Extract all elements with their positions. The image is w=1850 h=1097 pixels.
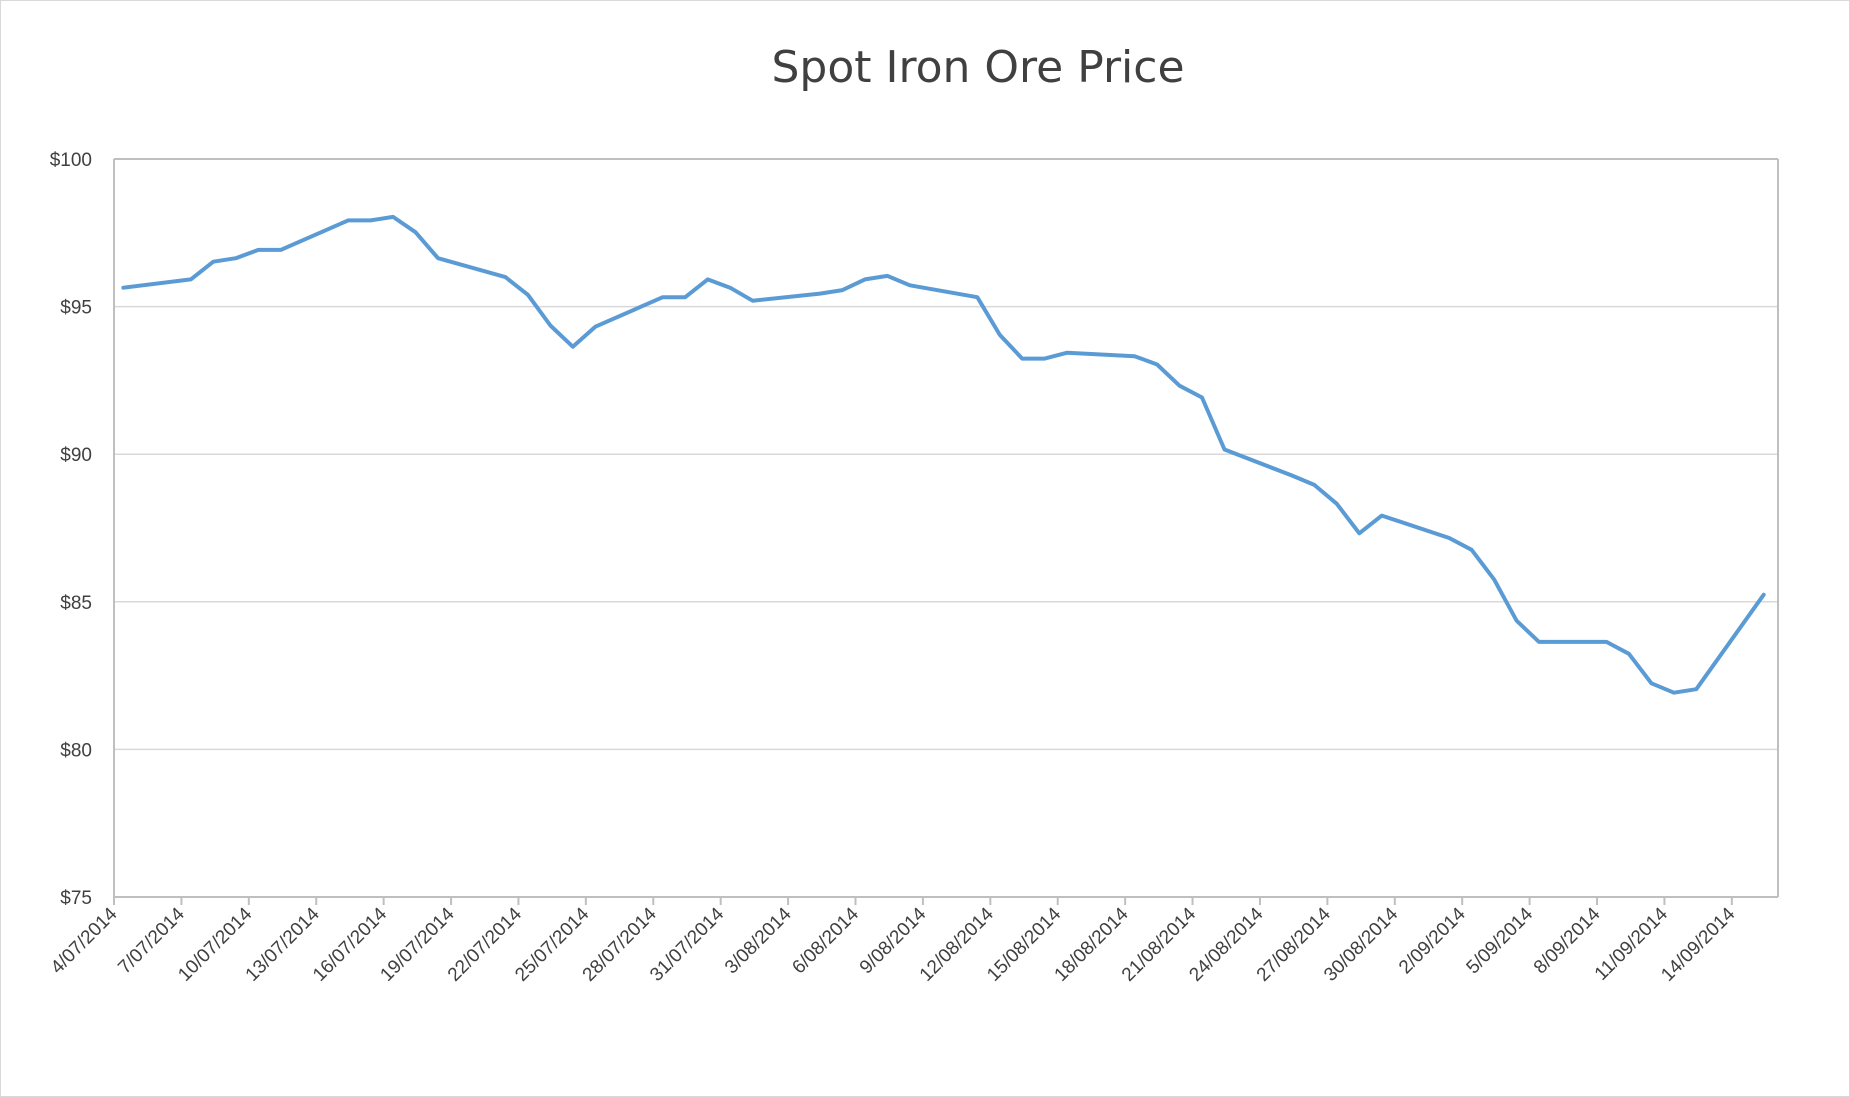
x-tick-label: 2/09/2014	[1395, 903, 1470, 978]
x-tick-label: 30/08/2014	[1320, 903, 1402, 985]
x-tick-label: 5/09/2014	[1463, 903, 1538, 978]
x-tick-label: 3/08/2014	[721, 903, 796, 978]
x-tick-label: 31/07/2014	[646, 903, 728, 985]
y-tick-label: $90	[60, 445, 92, 466]
y-tick-label: $75	[60, 888, 92, 909]
x-tick-label: 14/09/2014	[1657, 903, 1739, 985]
y-tick-label: $100	[50, 150, 92, 171]
series-line	[121, 214, 1766, 695]
y-tick-label: $95	[60, 298, 92, 319]
x-tick-label: 6/08/2014	[788, 903, 863, 978]
chart-title: Spot Iron Ore Price	[771, 42, 1184, 93]
x-tick-label: 4/07/2014	[47, 903, 122, 978]
y-tick-label: $80	[60, 740, 92, 761]
y-tick-label: $85	[60, 593, 92, 614]
